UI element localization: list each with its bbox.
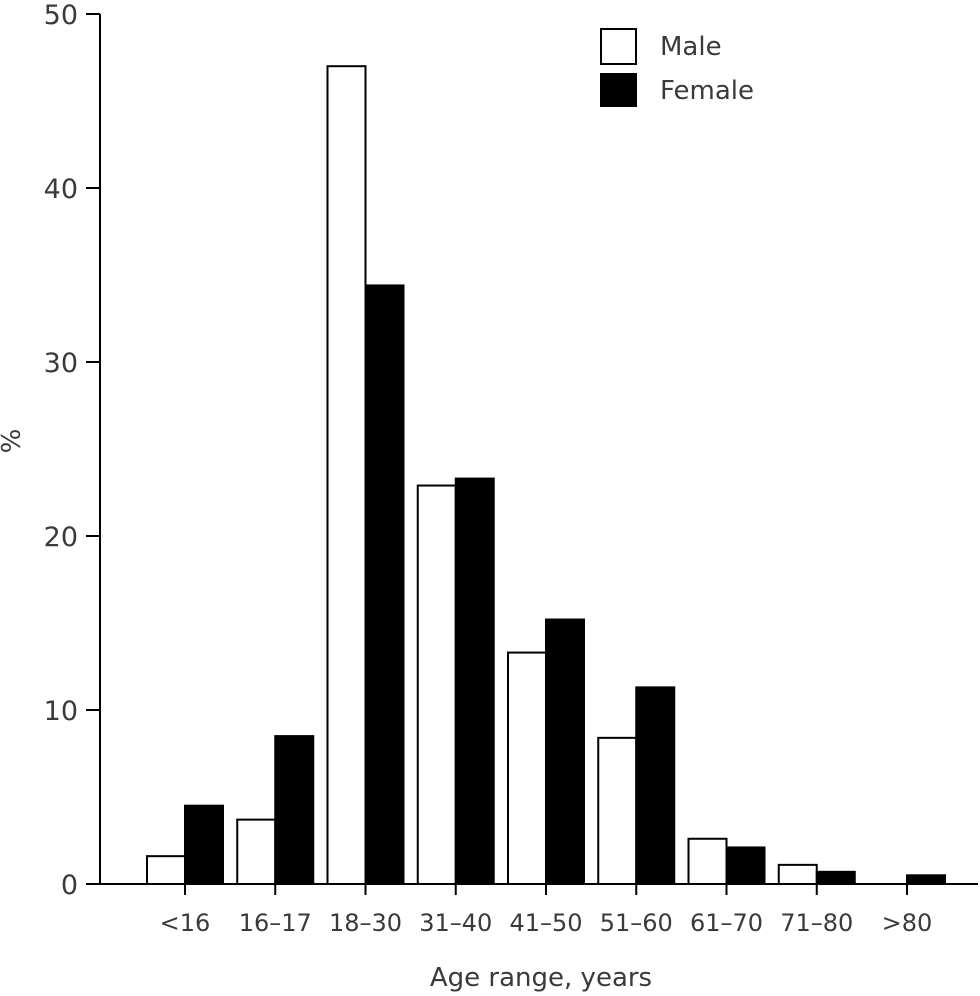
y-ticks: 0 10 20 30 40 50 bbox=[44, 0, 100, 901]
bar-female-3 bbox=[454, 477, 495, 885]
bar-female-4 bbox=[545, 618, 585, 886]
y-axis-label: % bbox=[0, 429, 27, 454]
bar-male-6 bbox=[687, 837, 728, 886]
legend-label-female: Female bbox=[660, 76, 754, 106]
legend-swatch-male bbox=[600, 28, 637, 65]
y-tick-label: 20 bbox=[44, 522, 78, 553]
bar-male-2 bbox=[326, 65, 367, 885]
x-tick-label: 61–70 bbox=[690, 909, 763, 937]
legend-label-male: Male bbox=[660, 32, 722, 62]
y-tick-label: 50 bbox=[44, 0, 78, 31]
bar-male-7 bbox=[777, 863, 818, 885]
bar-male-5 bbox=[597, 736, 638, 886]
bar-male-4 bbox=[507, 651, 547, 886]
bar-female-1 bbox=[274, 735, 315, 885]
bar-female-8 bbox=[906, 874, 946, 885]
x-tick-label: 51–60 bbox=[600, 909, 673, 937]
legend: Male Female bbox=[600, 28, 754, 107]
bars bbox=[146, 65, 946, 886]
bar-female-2 bbox=[364, 284, 405, 885]
x-tick-label: 18–30 bbox=[329, 909, 402, 937]
bar-female-5 bbox=[635, 686, 676, 885]
bar-male-1 bbox=[236, 818, 277, 885]
legend-swatch-female bbox=[600, 73, 637, 107]
x-tick-label: 41–50 bbox=[509, 909, 582, 937]
y-tick-label: 40 bbox=[44, 174, 78, 205]
bar-female-0 bbox=[184, 804, 224, 886]
x-tick-label: 16–17 bbox=[239, 909, 312, 937]
x-tick-label: 71–80 bbox=[780, 909, 853, 937]
x-tick-label: 31–40 bbox=[419, 909, 492, 937]
x-tick-label: >80 bbox=[882, 909, 933, 937]
bar-female-7 bbox=[815, 870, 856, 886]
bar-male-0 bbox=[146, 855, 186, 885]
bar-female-6 bbox=[725, 846, 766, 886]
x-axis-label: Age range, years bbox=[430, 963, 652, 993]
y-tick-label: 0 bbox=[61, 870, 78, 901]
x-tick-label: <16 bbox=[160, 909, 211, 937]
y-tick-label: 10 bbox=[44, 696, 78, 727]
bar-male-3 bbox=[416, 484, 457, 885]
x-ticks: <16 16–17 18–30 31–40 41–50 51–60 61–70 71–80 >8… bbox=[160, 884, 933, 937]
y-tick-label: 30 bbox=[44, 348, 78, 379]
